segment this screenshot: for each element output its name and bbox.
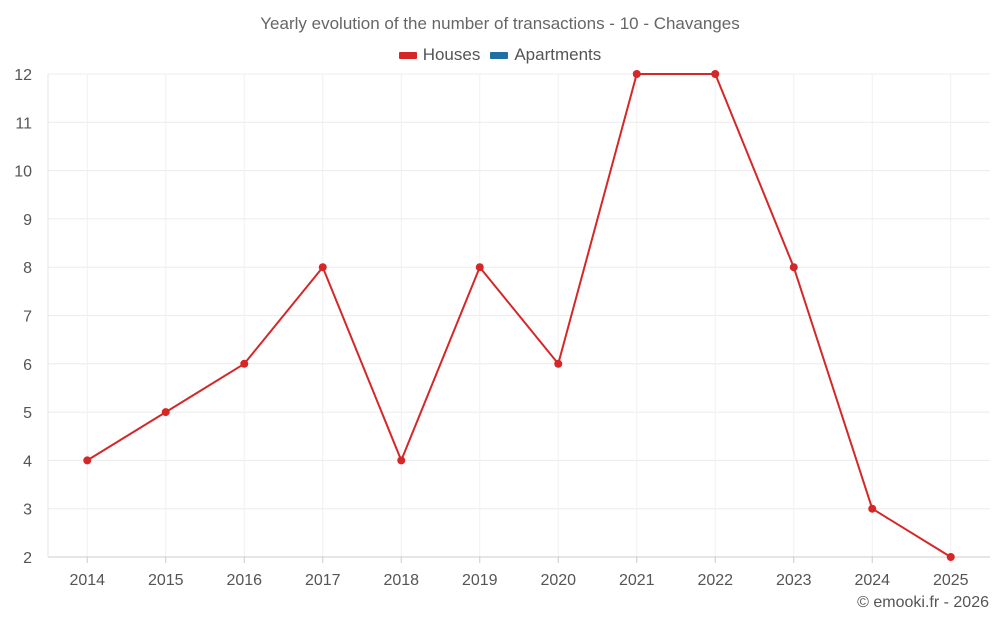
- axes: [47, 74, 990, 563]
- y-tick-label: 12: [14, 67, 32, 84]
- y-tick-label: 2: [23, 550, 32, 567]
- data-point-houses-2025: [946, 553, 955, 561]
- data-point-houses-2015: [161, 408, 170, 417]
- data-point-houses-2020: [554, 359, 563, 368]
- legend-swatch-apartments: [490, 51, 509, 59]
- data-point-houses-2017: [318, 263, 327, 272]
- x-tick-label: 2019: [462, 572, 498, 589]
- data-point-houses-2024: [868, 504, 877, 513]
- y-tick-label: 5: [23, 405, 32, 422]
- y-tick-label: 10: [14, 164, 32, 181]
- x-tick-label: 2018: [383, 572, 419, 589]
- x-tick-label: 2022: [697, 572, 733, 589]
- y-tick-label: 3: [23, 502, 32, 519]
- x-tick-label: 2025: [933, 572, 969, 589]
- x-tick-label: 2024: [854, 572, 890, 589]
- y-tick-label: 4: [23, 453, 32, 470]
- tick-labels: 2 3 4 5 6 7 8 9 10 11 12 2014 2015 2016 2017 2018 2019 20…: [14, 67, 968, 589]
- legend-item-houses[interactable]: Houses: [398, 45, 481, 65]
- y-tick-label: 9: [23, 212, 32, 229]
- legend-swatch-houses: [398, 51, 417, 59]
- x-tick-label: 2014: [69, 572, 105, 589]
- x-tick-label: 2017: [305, 572, 341, 589]
- y-tick-label: 6: [23, 357, 32, 374]
- chart-legend: Houses Apartments: [0, 45, 1000, 65]
- chart-title: Yearly evolution of the number of transa…: [260, 14, 740, 33]
- x-tick-label: 2020: [540, 572, 576, 589]
- legend-label-houses: Houses: [422, 45, 481, 64]
- legend-label-apartments: Apartments: [514, 45, 602, 64]
- y-tick-label: 7: [23, 309, 32, 326]
- y-tick-label: 11: [15, 115, 32, 132]
- x-tick-label: 2023: [776, 572, 812, 589]
- data-point-houses-2014: [83, 456, 92, 465]
- data-point-houses-2018: [397, 456, 406, 465]
- series-line-houses: [86, 73, 952, 558]
- data-point-houses-2022: [711, 70, 720, 78]
- series-layer: [83, 70, 955, 561]
- x-tick-label: 2016: [226, 572, 262, 589]
- legend-item-apartments[interactable]: Apartments: [490, 45, 601, 65]
- x-tick-label: 2021: [619, 572, 655, 589]
- x-tick-label: 2015: [148, 572, 184, 589]
- data-point-houses-2019: [475, 263, 484, 272]
- data-point-houses-2023: [789, 263, 798, 272]
- data-point-houses-2021: [632, 70, 641, 78]
- y-tick-label: 8: [23, 260, 32, 277]
- data-point-houses-2016: [240, 359, 249, 368]
- credit-text: © emooki.fr - 2026: [857, 594, 989, 611]
